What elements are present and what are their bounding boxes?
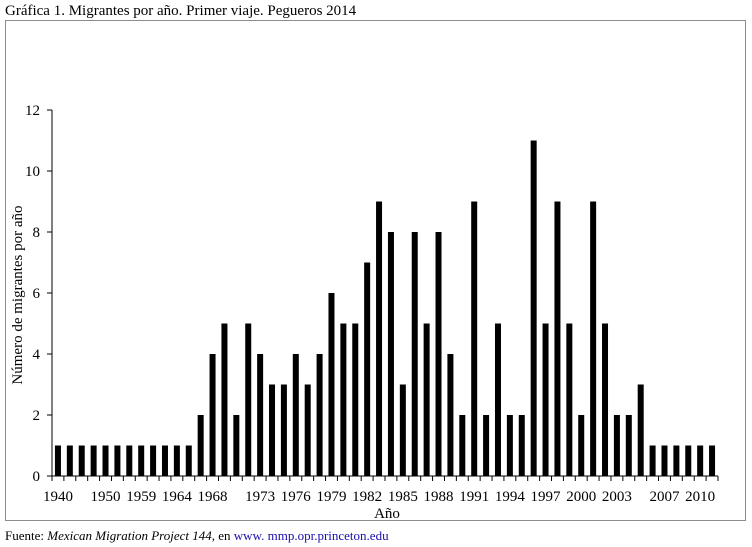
bar [269,384,276,476]
bar [352,323,359,476]
bar [494,323,501,476]
source-link[interactable]: www. mmp.opr.princeton.edu [233,528,389,543]
y-tick-label: 6 [33,286,41,302]
bar [399,384,406,476]
x-tick-label: 1959 [126,489,156,505]
bar [292,354,299,476]
y-axis-label: Número de migrantes por año [10,205,26,384]
bar [340,323,347,476]
x-tick-label: 1973 [245,489,275,505]
chart-title: Gráfica 1. Migrantes por año. Primer via… [5,3,357,19]
bar [114,445,121,476]
bar [542,323,549,476]
bar [518,415,525,476]
source-middle: , en [211,528,234,543]
bar [233,415,240,476]
y-tick-label: 10 [25,164,40,180]
bar [54,445,61,476]
x-tick-label: 2010 [685,489,715,505]
bar [161,445,168,476]
y-tick-label: 2 [33,408,41,424]
x-tick-label: 1985 [388,489,418,505]
y-axis: 0 2 4 6 8 10 12 [25,103,53,485]
bar [78,445,85,476]
bar [602,323,609,476]
x-tick-label: 1982 [352,489,382,505]
source-note: Fuente: Mexican Migration Project 144, e… [5,528,389,544]
bar [316,354,323,476]
bar [685,445,692,476]
bar [376,201,383,476]
bar [435,232,442,476]
bar [364,262,371,476]
x-tick-label: 1940 [43,489,73,505]
bar [613,415,620,476]
y-tick-label: 4 [33,347,41,363]
bar [637,384,644,476]
bar [578,415,585,476]
bars [54,140,716,476]
x-tick-label: 1964 [162,489,193,505]
x-axis: 1940 1950 1959 1964 1968 1973 1976 1979 1982 1985… [43,475,719,505]
bar [245,323,252,476]
bar [209,354,216,476]
bar [185,445,192,476]
bar [625,415,632,476]
chart-frame [5,20,746,521]
bar [554,201,561,476]
x-tick-label: 1979 [316,489,346,505]
bar [590,201,597,476]
bar [387,232,394,476]
bar [506,415,513,476]
bar [673,445,680,476]
y-tick-label: 8 [33,225,41,241]
bar [423,323,430,476]
bar [66,445,73,476]
source-prefix: Fuente: [5,528,48,543]
source-project: Mexican Migration Project 144 [47,528,212,543]
y-tick-label: 12 [25,103,40,119]
bar [280,384,287,476]
bar [197,415,204,476]
x-tick-label: 1988 [424,489,454,505]
x-tick-label: 1994 [495,489,526,505]
x-tick-label: 2003 [602,489,632,505]
bar [328,293,335,476]
x-tick-label: 2007 [649,489,680,505]
x-tick-label: 2000 [566,489,596,505]
bar [304,384,311,476]
x-tick-label: 1950 [91,489,121,505]
bar [411,232,418,476]
bar [471,201,478,476]
bar [126,445,133,476]
bar [138,445,145,476]
bar [173,445,180,476]
bar [697,445,704,476]
bar [483,415,490,476]
x-tick-label: 1997 [531,489,562,505]
bar [661,445,668,476]
bar [102,445,109,476]
bar [447,354,454,476]
y-tick-label: 0 [33,469,41,485]
x-tick-label: 1968 [198,489,228,505]
bar [257,354,264,476]
x-tick-label: 1976 [281,489,312,505]
bar [566,323,573,476]
bar [709,445,716,476]
bar [90,445,97,476]
x-tick-label: 1991 [459,489,489,505]
bar [150,445,157,476]
bar [459,415,466,476]
bar [649,445,656,476]
bar [221,323,228,476]
bar [530,140,537,476]
x-axis-label: Año [374,506,400,522]
